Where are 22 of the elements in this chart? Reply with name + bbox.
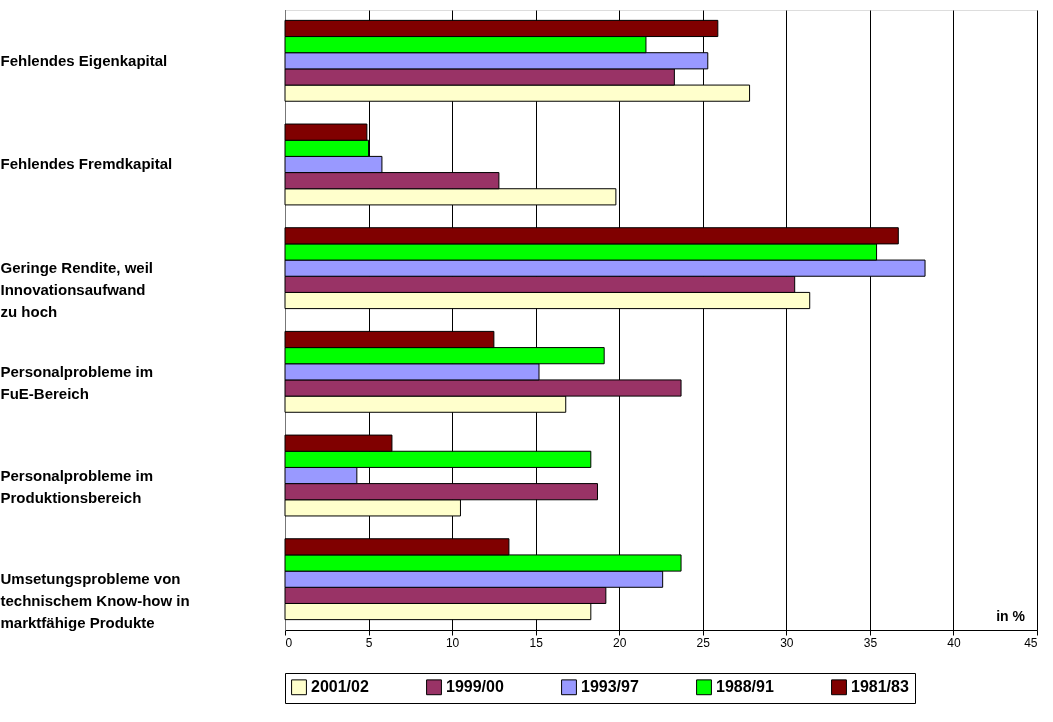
x-tick-label: 20 (613, 635, 627, 650)
legend-label: 1999/00 (446, 678, 504, 696)
x-tick-label: 10 (445, 635, 460, 650)
x-axis-title: in % (996, 608, 1026, 624)
legend-label: 1981/83 (851, 678, 909, 696)
x-tick-label: 30 (780, 635, 794, 650)
y-tick-label: Personalprobleme im Produktionsbereich (0, 466, 154, 506)
y-tick-label: Umsetungsprobleme von technischem Know-how in marktfähige Produkte (0, 570, 190, 632)
y-tick-label: Fehlendes Eigenkapital (0, 51, 168, 69)
x-tick-label: 5 (365, 635, 373, 650)
y-tick-label: Geringe Rendite, weil Innovationsaufwand zu hoch (0, 259, 154, 321)
x-tick-label: 45 (1024, 635, 1038, 650)
x-tick-label: 40 (947, 635, 961, 650)
legend-label: 1993/97 (581, 678, 639, 696)
x-tick-label: 35 (863, 635, 878, 650)
x-tick-label: 25 (696, 635, 711, 650)
x-tick-label: 0 (285, 635, 293, 650)
legend-label: 1988/91 (716, 678, 774, 696)
legend-label: 2001/02 (311, 678, 369, 696)
y-tick-label: Personalprobleme im FuE-Bereich (0, 362, 154, 402)
y-tick-label: Fehlendes Fremdkapital (0, 155, 173, 173)
x-tick-label: 15 (529, 635, 544, 650)
